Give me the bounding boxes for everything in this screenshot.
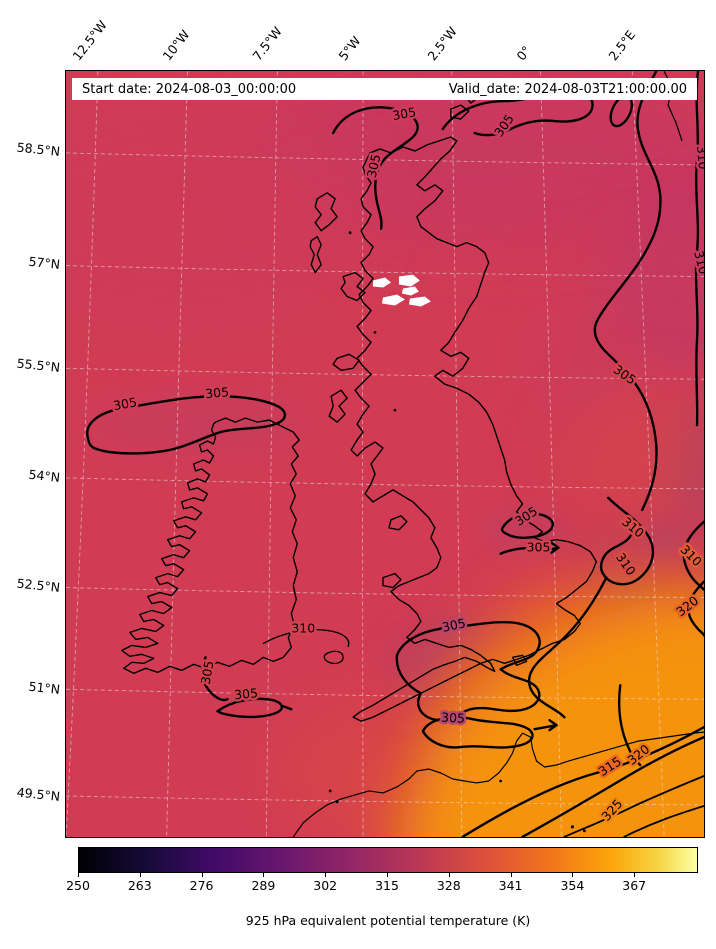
colorbar-tick-mark: [448, 873, 450, 877]
contour-value-label: 305: [441, 710, 466, 726]
start-date-text: Start date: 2024-08-03_00:00:00: [82, 81, 297, 97]
y-tick-label: 54°N: [27, 466, 61, 485]
x-tick-label: 10°W: [159, 26, 193, 64]
colorbar-tick-mark: [139, 873, 141, 877]
colorbar-tick-label: 315: [375, 878, 399, 893]
x-tick-label: 2.5°E: [605, 27, 639, 64]
colorbar-tick-mark: [510, 873, 512, 877]
colorbar-tick-mark: [325, 873, 327, 877]
x-tick-label: 12.5°W: [69, 17, 110, 64]
y-tick-label: 52.5°N: [16, 575, 61, 595]
valid-date-text: Valid_date: 2024-08-03T21:00:00.00: [448, 81, 687, 97]
coastlines: [121, 71, 704, 837]
y-tick-label: 49.5°N: [16, 784, 61, 804]
contour-value-label: 305: [112, 394, 138, 413]
contour-value-label: 305: [198, 660, 217, 686]
colorbar-tick-label: 302: [313, 878, 338, 893]
annotation-strip: Start date: 2024-08-03_00:00:00 Valid_da…: [72, 78, 697, 100]
colorbar-tick-label: 341: [498, 878, 523, 893]
x-tick-label: 0°: [513, 42, 534, 64]
colorbar: [78, 847, 698, 873]
contour-value-label: 305: [234, 685, 259, 702]
y-tick-label: 58.5°N: [16, 139, 61, 159]
graticule: [66, 71, 704, 837]
colorbar-caption: 925 hPa equivalent potential temperature…: [245, 913, 531, 928]
masked-cloud-areas: [373, 274, 431, 307]
contour-lines: [86, 71, 704, 837]
colorbar-tick-label: 250: [66, 878, 90, 893]
y-tick-label: 57°N: [27, 253, 61, 272]
map-panel: 305 305 305 310 310 305 305 305 305 305 310 310 310 3…: [65, 70, 705, 838]
x-tick-label: 5°W: [335, 33, 364, 64]
contour-value-label: 305: [205, 384, 230, 401]
colorbar-tick-mark: [387, 873, 388, 877]
colorbar-tick-label: 328: [436, 878, 461, 893]
colorbar-tick-label: 354: [560, 878, 585, 893]
y-tick-label: 55.5°N: [16, 355, 61, 375]
colorbar-tick-mark: [263, 873, 265, 877]
colorbar-tick-mark: [634, 873, 636, 877]
y-tick-label: 51°N: [27, 678, 61, 697]
colorbar-tick-mark: [78, 873, 79, 877]
colorbar-tick-mark: [201, 873, 203, 877]
x-tick-label: 2.5°W: [424, 23, 460, 64]
colorbar-tick-mark: [572, 873, 574, 877]
temperature-field: [66, 71, 704, 837]
colorbar-tick-label: 263: [127, 878, 152, 893]
contour-value-label: 305: [527, 540, 551, 555]
contour-value-label: 305: [391, 104, 417, 123]
colorbar-tick-label: 276: [189, 878, 214, 893]
contour-value-label: 310: [291, 620, 315, 635]
x-tick-label: 7.5°W: [249, 23, 285, 64]
colorbar-tick-label: 289: [251, 878, 276, 893]
colorbar-tick-label: 367: [622, 878, 647, 893]
